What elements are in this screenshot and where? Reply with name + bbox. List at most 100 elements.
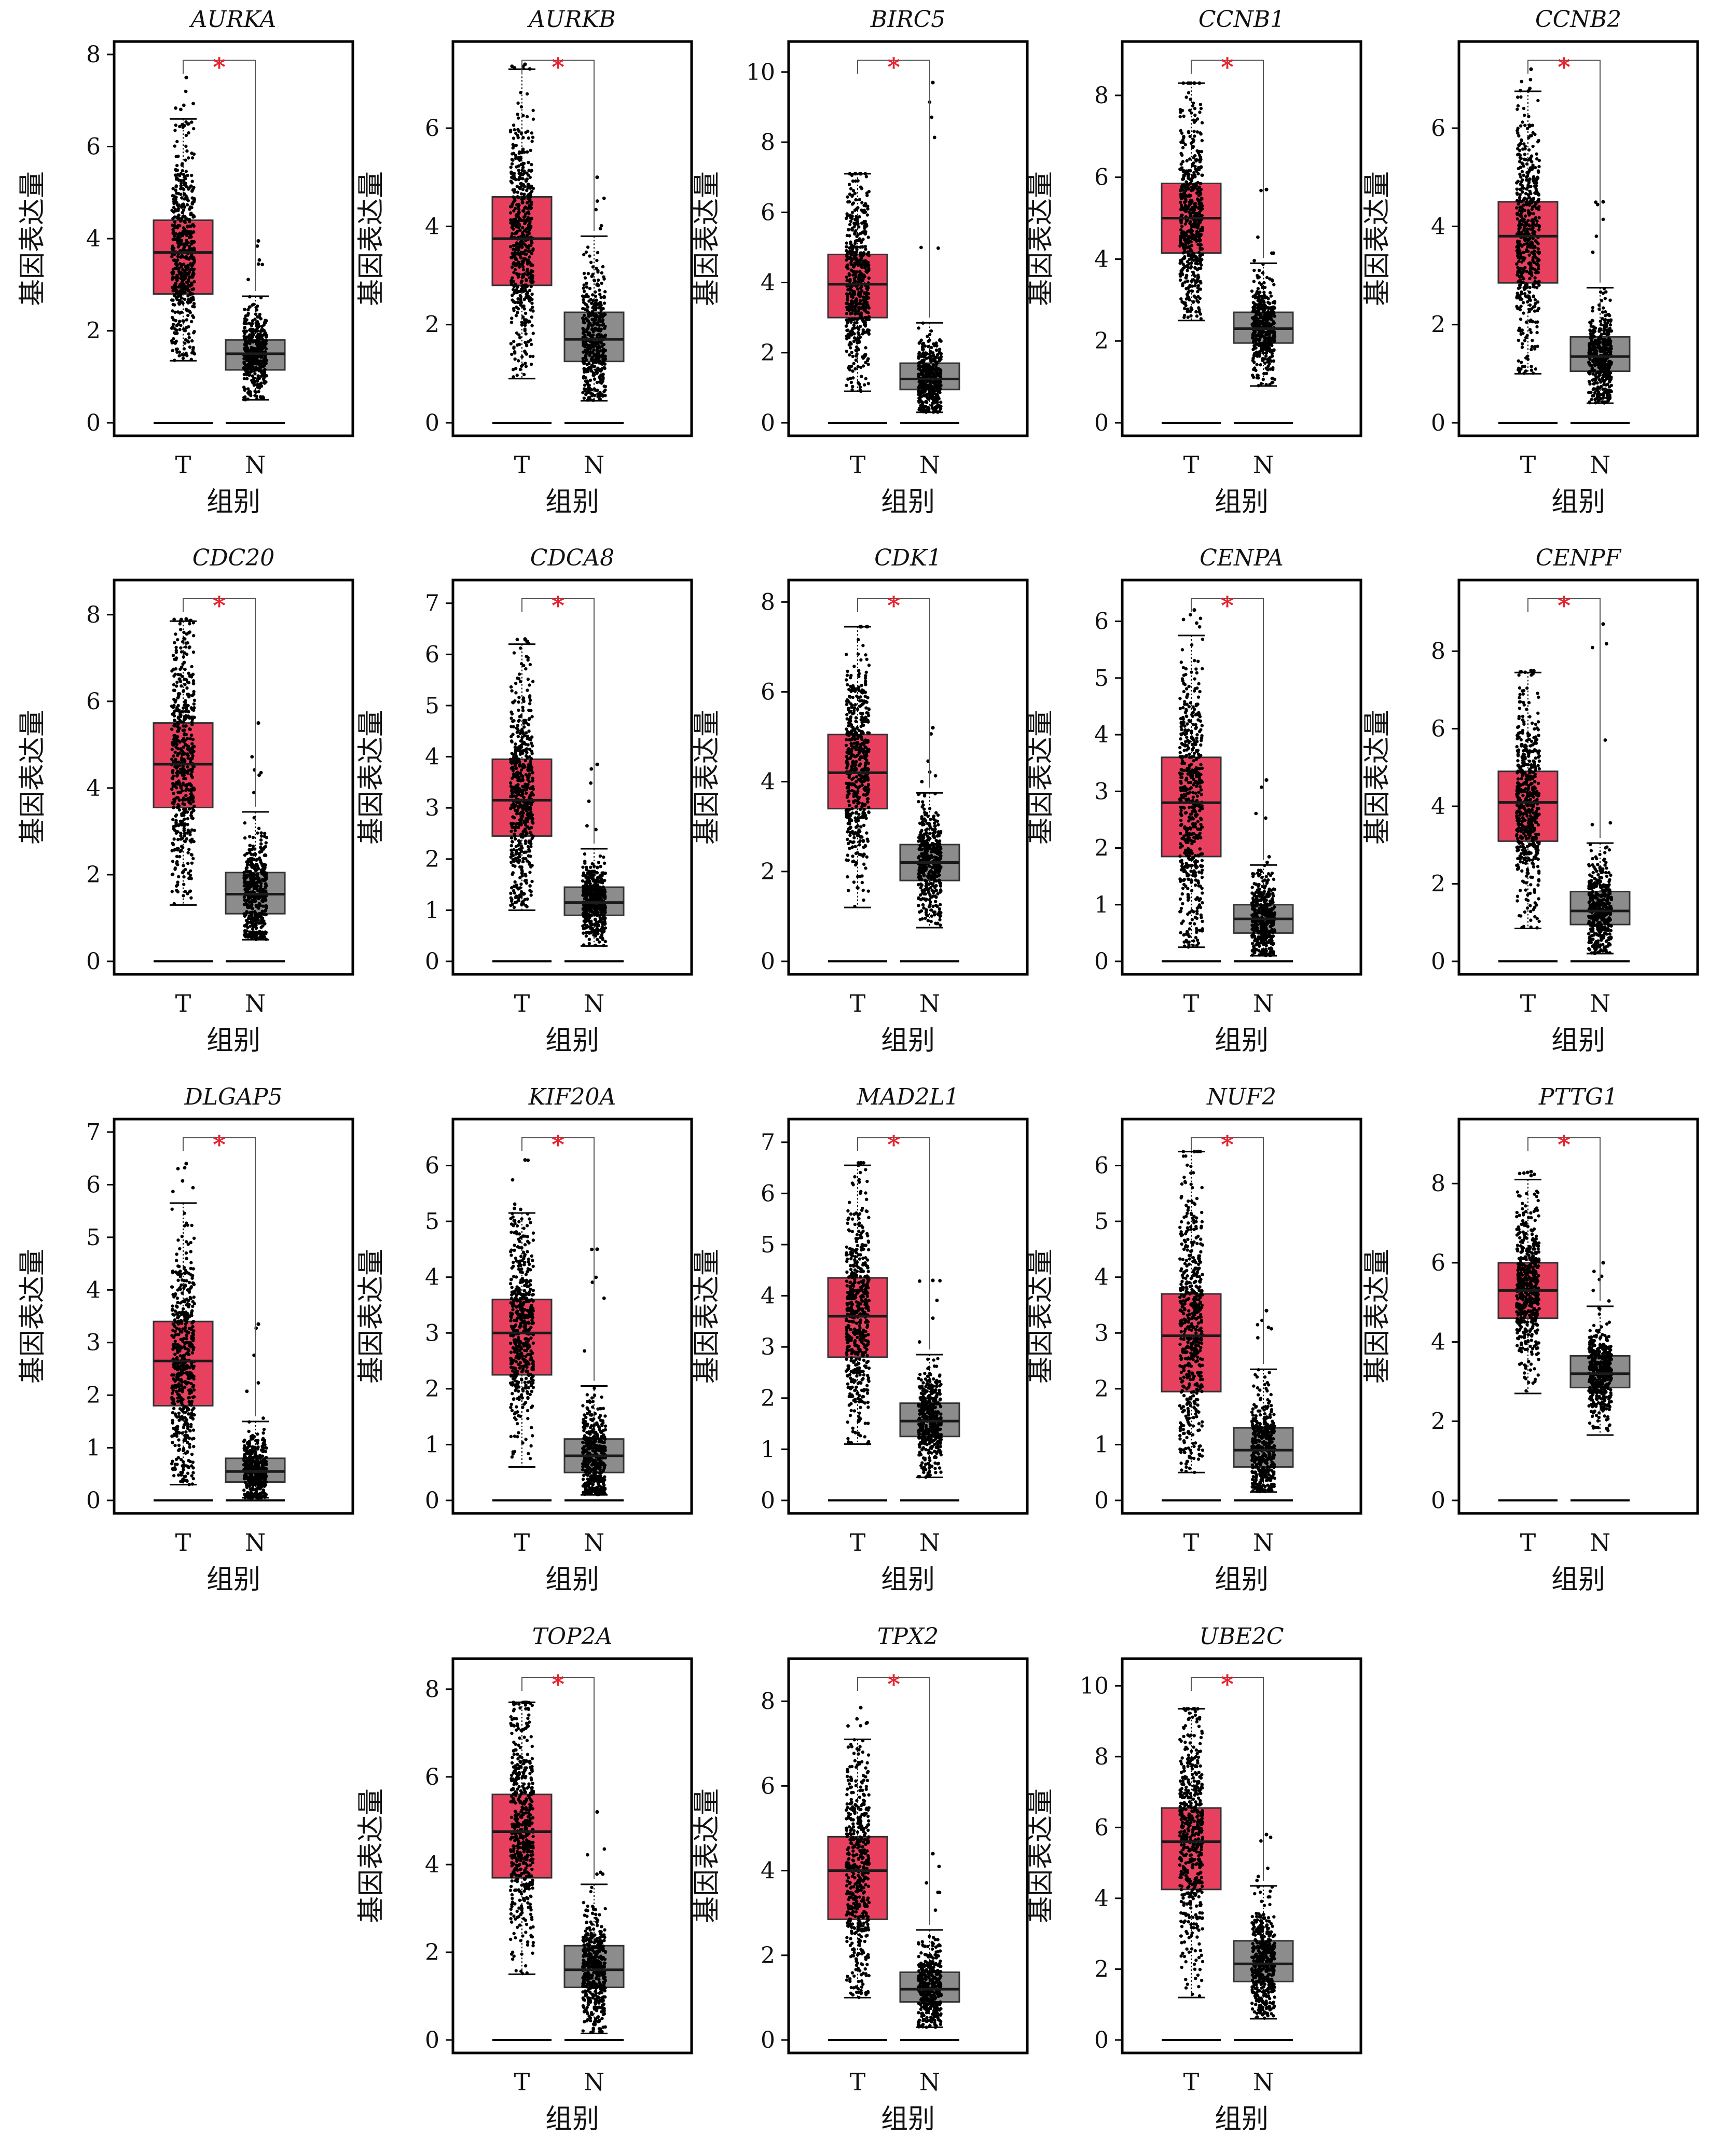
data-point xyxy=(184,158,187,162)
data-point xyxy=(928,396,932,400)
data-point xyxy=(520,231,525,235)
data-point xyxy=(243,335,246,339)
data-point xyxy=(251,319,255,323)
data-point xyxy=(855,215,858,218)
data-point xyxy=(865,261,870,265)
data-point xyxy=(857,277,860,281)
data-point xyxy=(856,222,860,226)
data-point xyxy=(531,247,535,251)
y-tick-label: 4 xyxy=(1431,213,1445,240)
data-point xyxy=(864,292,868,295)
data-point xyxy=(1193,134,1196,138)
data-point xyxy=(595,267,598,270)
data-point xyxy=(187,272,190,276)
data-point xyxy=(171,309,174,313)
data-point xyxy=(242,396,246,399)
data-point xyxy=(514,314,518,318)
data-point xyxy=(257,390,260,394)
box-t xyxy=(491,62,553,424)
data-point xyxy=(184,170,188,173)
data-point xyxy=(1191,101,1195,105)
data-point xyxy=(927,344,930,349)
data-point xyxy=(519,303,522,307)
data-point xyxy=(1199,281,1203,285)
data-point xyxy=(526,260,530,265)
data-point xyxy=(591,293,595,297)
data-point xyxy=(1534,187,1538,191)
data-point xyxy=(511,276,514,280)
data-point xyxy=(860,375,863,378)
data-point xyxy=(1522,173,1526,177)
data-point xyxy=(861,329,865,334)
data-point xyxy=(846,377,850,381)
data-point xyxy=(1273,314,1277,318)
data-point xyxy=(175,140,179,144)
data-point xyxy=(1193,184,1197,188)
chart-title: CCNB1 xyxy=(1198,6,1285,33)
data-point xyxy=(510,316,514,320)
outlier-point xyxy=(863,172,867,176)
data-point xyxy=(512,345,516,349)
data-point xyxy=(585,343,588,347)
data-point xyxy=(1525,300,1530,304)
data-point xyxy=(1200,258,1204,261)
data-point xyxy=(1530,219,1534,223)
data-point xyxy=(589,301,594,305)
y-axis-label: 基因表达量 xyxy=(692,171,723,306)
data-point xyxy=(1526,239,1530,242)
data-point xyxy=(518,228,522,232)
data-point xyxy=(524,220,528,224)
data-point xyxy=(594,294,598,298)
data-point xyxy=(1528,189,1532,194)
data-point xyxy=(246,387,250,391)
data-point xyxy=(593,341,596,346)
data-point xyxy=(601,373,605,376)
y-tick-label: 2 xyxy=(1094,328,1109,354)
y-tick-label: 8 xyxy=(761,129,775,156)
data-point xyxy=(917,390,920,393)
data-point xyxy=(1601,400,1604,404)
data-point xyxy=(514,257,518,261)
data-point xyxy=(860,187,864,190)
outlier-point xyxy=(1259,188,1263,192)
outlier-point xyxy=(1601,217,1605,222)
data-point xyxy=(929,329,933,333)
data-point xyxy=(1602,327,1606,330)
data-point xyxy=(511,298,514,302)
data-point xyxy=(182,187,186,191)
data-point xyxy=(1532,285,1535,288)
data-point xyxy=(598,293,602,296)
data-point xyxy=(1184,189,1188,192)
data-point xyxy=(847,183,851,186)
data-point xyxy=(1528,267,1532,271)
data-point xyxy=(1179,162,1183,166)
data-point xyxy=(582,286,585,290)
data-point xyxy=(1589,333,1593,336)
data-point xyxy=(190,156,195,160)
data-point xyxy=(525,115,529,119)
data-point xyxy=(590,318,594,321)
data-point xyxy=(851,369,855,373)
data-point xyxy=(1517,280,1520,284)
data-point xyxy=(864,247,867,251)
x-tick-label-t: T xyxy=(1520,451,1536,479)
data-point xyxy=(593,393,597,397)
data-point xyxy=(530,315,534,319)
data-point xyxy=(1197,306,1201,310)
outlier-point xyxy=(932,135,936,140)
data-point xyxy=(1273,377,1276,381)
data-point xyxy=(178,328,182,332)
data-point xyxy=(520,242,523,246)
data-point xyxy=(586,323,590,327)
data-point xyxy=(861,275,864,279)
data-point xyxy=(1515,217,1519,221)
data-point xyxy=(850,384,855,389)
data-point xyxy=(1537,252,1541,255)
data-point xyxy=(1189,253,1192,257)
data-point xyxy=(600,355,604,359)
data-point xyxy=(531,108,535,113)
data-point xyxy=(1257,275,1261,279)
data-point xyxy=(256,304,259,308)
data-point xyxy=(192,280,196,284)
data-point xyxy=(526,211,530,215)
